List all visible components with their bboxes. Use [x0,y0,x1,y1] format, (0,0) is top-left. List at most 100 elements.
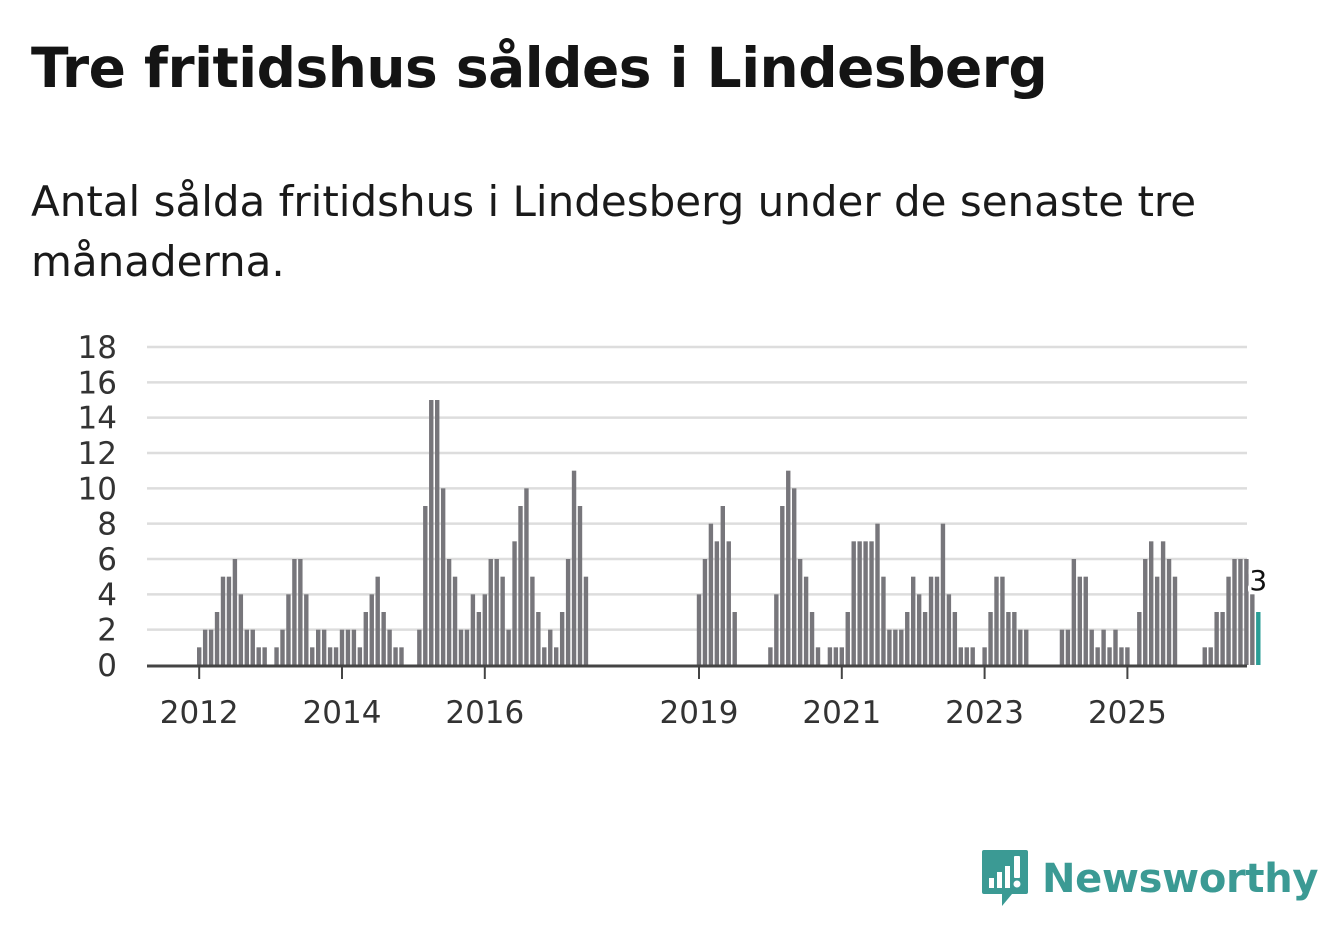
bar [946,594,952,665]
bar [863,541,868,665]
bar [988,612,993,665]
bar [494,559,499,665]
bar [357,647,363,665]
bar [512,541,517,665]
y-tick-label: 16 [78,365,117,401]
bar [548,629,553,665]
bar [417,629,422,665]
bar [244,629,249,665]
bar [369,594,374,665]
bar [524,488,529,665]
bar [994,576,999,665]
bar [1238,559,1243,665]
bar [500,576,505,665]
bar [1220,612,1225,665]
bar-latest [1256,612,1261,665]
bar [881,576,886,665]
bar [393,647,398,665]
bar [708,523,714,665]
bar [464,629,470,665]
bar [940,523,946,665]
bar [423,506,428,665]
bar [1208,647,1213,665]
bar [333,647,339,665]
x-tick-label: 2016 [445,695,524,731]
bar [304,594,309,665]
bar [202,629,208,665]
x-tick-label: 2023 [945,695,1024,731]
bar [208,629,214,665]
bar [1166,559,1172,665]
x-tick-label: 2021 [802,695,881,731]
bar [250,629,255,665]
chart-subtitle: Antal sålda fritidshus i Lindesberg unde… [31,177,1197,286]
bar [1143,559,1148,665]
bar [435,400,440,665]
bar [911,576,916,665]
bar [1250,594,1255,665]
bar [256,647,261,665]
bar [351,629,357,665]
bar [786,470,791,665]
bar [1095,647,1100,665]
bar [952,612,958,665]
bar [375,576,380,665]
last-value-annotation: 3 [1246,561,1271,601]
last-value-label: 3 [1249,564,1267,597]
bar [1154,576,1160,665]
bar [774,594,779,665]
bar [292,559,297,665]
bar [1172,576,1178,665]
x-tick-label: 2014 [303,695,382,731]
bar [214,612,220,665]
x-axis-ticks: 2012 2014 2016 2019 2021 2023 2025 [160,667,1167,731]
bar [381,612,386,665]
bar [696,594,702,665]
bar [893,629,898,665]
bar [488,559,493,665]
x-tick-label: 2025 [1088,695,1167,731]
bar [458,629,464,665]
bar [1214,612,1219,665]
bar [958,647,963,665]
y-tick-label: 12 [78,436,117,472]
bar [732,612,737,665]
bar [429,400,434,665]
bar [815,647,821,665]
bar [571,470,577,665]
bar [1125,647,1130,665]
bar [1000,576,1005,665]
bar [857,541,862,665]
bar [1226,576,1231,665]
bar [792,488,797,665]
bar [310,647,315,665]
bar [542,647,547,665]
x-tick-label: 2019 [660,695,739,731]
bar [916,594,922,665]
bar [970,647,975,665]
x-tick-label: 2012 [160,695,239,731]
bar [797,559,803,665]
bar [780,506,785,665]
bar [827,647,833,665]
bar [286,594,291,665]
bar [220,576,226,665]
bar [274,647,279,665]
bar [851,541,856,665]
bar [1119,647,1124,665]
bar [470,594,476,665]
bar [1137,612,1142,665]
bar [197,647,202,665]
bar [327,647,333,665]
y-tick-label: 4 [97,577,117,613]
bar [768,647,773,665]
bar [964,647,969,665]
bar [530,576,535,665]
y-tick-label: 18 [78,330,117,366]
bar [262,647,267,665]
y-tick-label: 6 [97,542,117,578]
bar [1083,576,1088,665]
bar [720,506,725,665]
bar [554,647,559,665]
